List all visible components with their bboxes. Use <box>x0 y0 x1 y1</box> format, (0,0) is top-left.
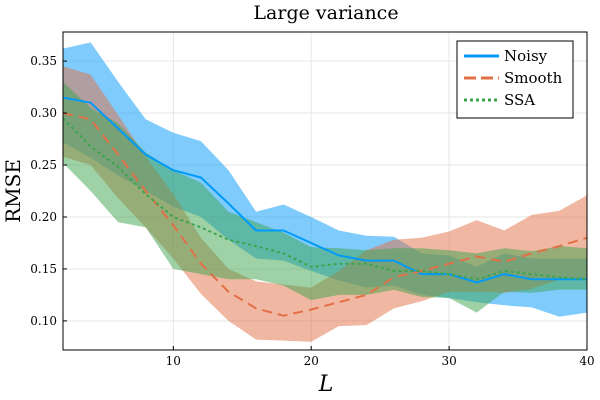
line-ssa <box>62 117 588 281</box>
legend: Noisy Smooth SSA <box>456 40 574 119</box>
tick-layer: 10 20 30 40 0.10 0.15 0.20 0.25 0.30 0.35 <box>30 54 594 368</box>
legend-label-ssa: SSA <box>504 91 535 109</box>
legend-label-smooth: Smooth <box>504 69 563 87</box>
x-axis-label: L <box>318 372 334 397</box>
y-axis-label: RMSE <box>1 159 25 223</box>
x-tick-label: 20 <box>304 354 319 368</box>
y-tick-label: 0.30 <box>30 106 57 120</box>
y-tick-label: 0.15 <box>30 262 57 276</box>
series-lines <box>62 96 588 317</box>
y-tick-label: 0.35 <box>30 54 57 68</box>
y-tick-label: 0.20 <box>30 210 57 224</box>
y-tick-label: 0.10 <box>30 314 57 328</box>
legend-box <box>456 40 574 119</box>
y-tick-label: 0.25 <box>30 158 57 172</box>
chart-title: Large variance <box>253 2 398 24</box>
x-tick-label: 30 <box>441 354 456 368</box>
x-tick-label: 40 <box>579 354 594 368</box>
plot-frame <box>62 31 588 351</box>
line-smooth <box>62 112 588 317</box>
x-tick-label: 10 <box>166 354 181 368</box>
legend-label-noisy: Noisy <box>504 47 548 65</box>
line-noisy <box>62 96 587 284</box>
